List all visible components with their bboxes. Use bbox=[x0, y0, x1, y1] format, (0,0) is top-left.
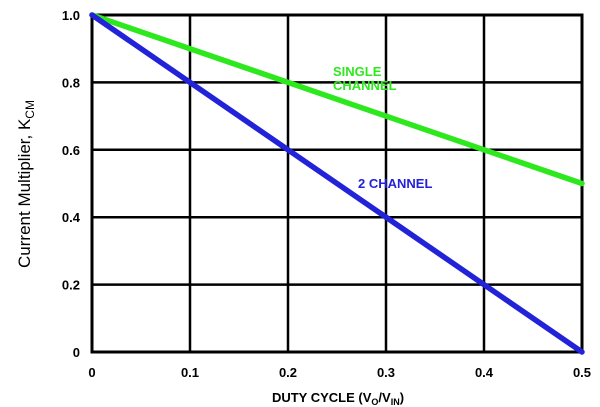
y-tick-label: 0.2 bbox=[62, 278, 80, 293]
y-tick-label: 0.4 bbox=[62, 210, 81, 225]
y-tick-label: 0 bbox=[73, 345, 80, 360]
x-axis-label: DUTY CYCLE (VO/VIN) bbox=[272, 390, 404, 407]
y-tick-label: 1.0 bbox=[62, 8, 80, 23]
series-line-0 bbox=[89, 12, 585, 187]
x-tick-label: 0.3 bbox=[377, 365, 395, 380]
y-tick-labels: 0 0.2 0.4 0.6 0.8 1.0 bbox=[62, 8, 81, 360]
x-tick-labels: 0 0.1 0.2 0.3 0.4 0.5 bbox=[88, 365, 591, 380]
annotation-label-1: 2 CHANNEL bbox=[358, 176, 432, 191]
y-tick-label: 0.8 bbox=[62, 75, 80, 90]
annotation-label-0: SINGLE CHANNEL bbox=[333, 64, 397, 93]
y-tick-label: 0.6 bbox=[62, 143, 80, 158]
x-tick-label: 0.4 bbox=[475, 365, 494, 380]
series-lines bbox=[89, 12, 585, 355]
series-line-1 bbox=[89, 12, 585, 355]
y-axis-label: Current Multiplier, KCM bbox=[15, 100, 37, 268]
x-tick-label: 0 bbox=[88, 365, 95, 380]
annotations: SINGLE CHANNEL 2 CHANNEL bbox=[333, 64, 432, 191]
x-tick-label: 0.1 bbox=[181, 365, 199, 380]
x-tick-label: 0.5 bbox=[573, 365, 591, 380]
x-tick-label: 0.2 bbox=[279, 365, 297, 380]
